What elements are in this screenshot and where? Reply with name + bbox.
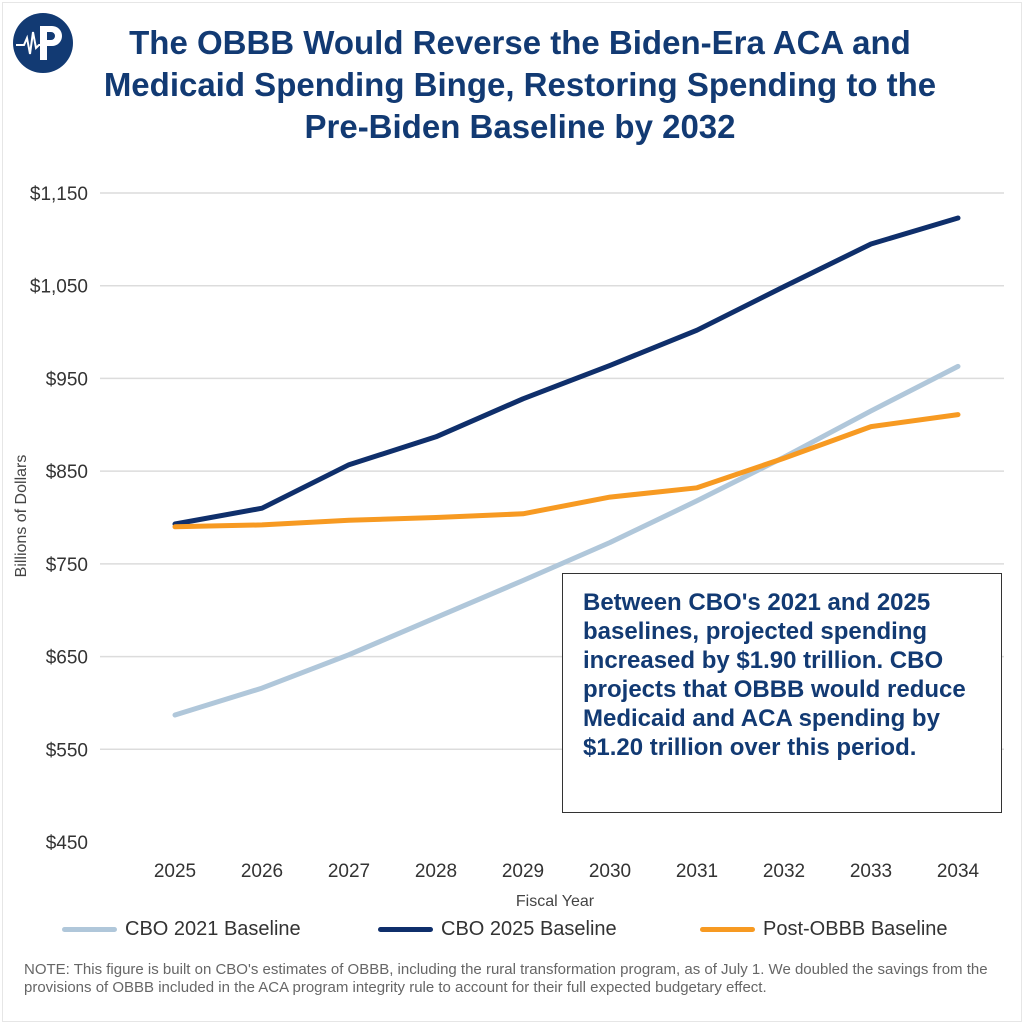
x-tick-label: 2034 <box>937 861 980 882</box>
series-line-2 <box>172 412 961 530</box>
x-tick-label: 2027 <box>328 861 370 882</box>
y-tick-label: $550 <box>46 740 88 761</box>
y-tick-label: $750 <box>46 555 88 576</box>
x-tick-label: 2029 <box>502 861 544 882</box>
legend-item-cbo-2025: CBO 2025 Baseline <box>378 918 617 941</box>
legend-item-post-obbb: Post-OBBB Baseline <box>700 918 948 941</box>
y-tick-label: $1,150 <box>30 184 88 205</box>
x-tick-label: 2031 <box>676 861 718 882</box>
x-tick-label: 2028 <box>415 861 457 882</box>
y-tick-label: $1,050 <box>30 277 88 298</box>
x-tick-label: 2025 <box>154 861 196 882</box>
x-tick-label: 2032 <box>763 861 805 882</box>
series-line-0 <box>172 363 961 718</box>
y-tick-label: $950 <box>46 369 88 390</box>
x-tick-label: 2030 <box>589 861 631 882</box>
x-axis-label: Fiscal Year <box>516 893 595 910</box>
x-tick-label: 2033 <box>850 861 892 882</box>
legend-label: Post-OBBB Baseline <box>763 918 948 940</box>
legend-label: CBO 2021 Baseline <box>125 918 301 940</box>
y-tick-label: $650 <box>46 648 88 669</box>
legend-swatch <box>700 927 755 932</box>
legend: CBO 2021 Baseline CBO 2025 Baseline Post… <box>0 918 1024 948</box>
logo-heartbeat-p-icon <box>13 13 73 73</box>
legend-swatch <box>62 927 117 932</box>
chart-title: The OBBB Would Reverse the Biden-Era ACA… <box>103 24 937 145</box>
y-tick-label: $450 <box>46 833 88 854</box>
annotation-box: Between CBO's 2021 and 2025 baselines, p… <box>562 573 1002 813</box>
legend-item-cbo-2021: CBO 2021 Baseline <box>62 918 301 941</box>
footnote: NOTE: This figure is built on CBO's esti… <box>24 961 988 996</box>
y-tick-label: $850 <box>46 462 88 483</box>
y-axis-label: Billions of Dollars <box>13 455 30 578</box>
legend-label: CBO 2025 Baseline <box>441 918 617 940</box>
series-line-1 <box>172 215 961 527</box>
x-tick-label: 2026 <box>241 861 283 882</box>
legend-swatch <box>378 927 433 932</box>
